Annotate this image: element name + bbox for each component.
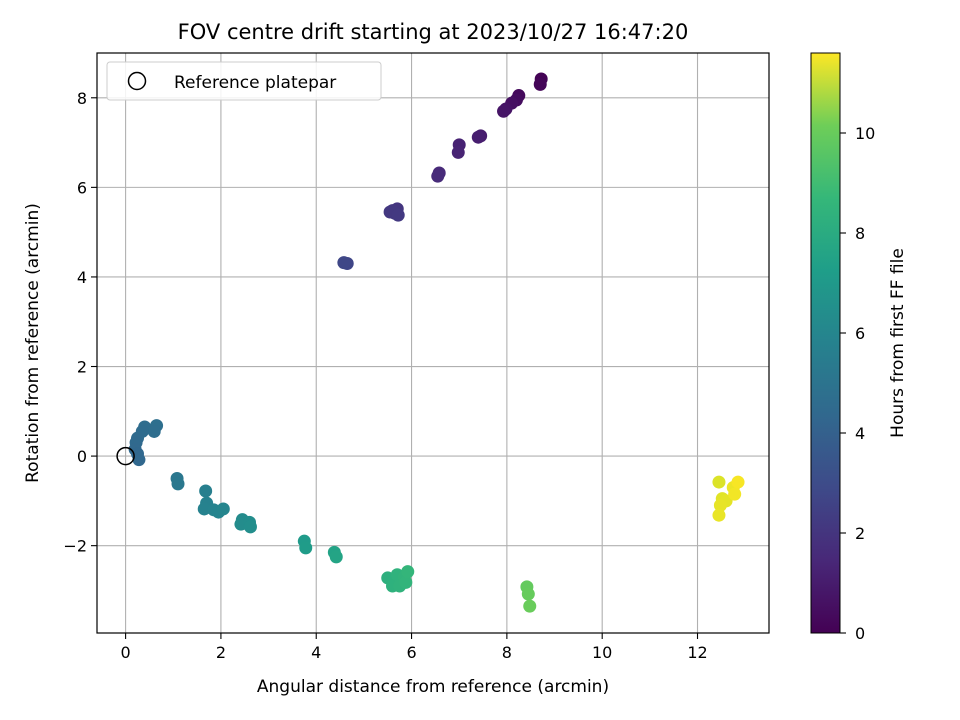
data-point bbox=[391, 208, 405, 222]
data-point bbox=[399, 575, 413, 589]
data-point bbox=[728, 487, 742, 501]
y-tick-label: 8 bbox=[77, 89, 87, 108]
y-tick-label: −2 bbox=[63, 537, 87, 556]
data-point bbox=[401, 565, 415, 579]
data-point bbox=[299, 541, 313, 555]
legend-box bbox=[106, 61, 382, 101]
colorbar-tick-label: 8 bbox=[855, 224, 865, 243]
data-point bbox=[431, 169, 445, 183]
data-point bbox=[329, 550, 343, 564]
data-point bbox=[497, 104, 511, 118]
colorbar: 0 2 4 6 8 10 Hours from first FF file bbox=[810, 52, 908, 643]
legend-marker-icon bbox=[127, 71, 147, 91]
data-point bbox=[712, 508, 726, 522]
x-tick-label: 6 bbox=[406, 643, 416, 662]
data-point bbox=[521, 587, 535, 601]
legend: Reference platepar bbox=[106, 61, 382, 101]
legend-label: Reference platepar bbox=[174, 73, 336, 93]
data-point bbox=[337, 256, 351, 270]
y-axis: −2 0 2 4 6 8 bbox=[63, 89, 97, 556]
data-point bbox=[713, 498, 727, 512]
colorbar-label: Hours from first FF file bbox=[888, 248, 908, 438]
x-tick-label: 0 bbox=[121, 643, 131, 662]
data-point bbox=[243, 520, 257, 534]
plot-frame bbox=[96, 52, 770, 634]
x-axis: 0 2 4 6 8 10 12 bbox=[121, 633, 708, 662]
data-points bbox=[128, 72, 745, 613]
colorbar-tick-label: 4 bbox=[855, 424, 865, 443]
data-point bbox=[731, 475, 745, 489]
data-point bbox=[451, 145, 465, 159]
data-point bbox=[147, 424, 161, 438]
x-axis-label: Angular distance from reference (arcmin) bbox=[257, 677, 609, 697]
x-tick-label: 10 bbox=[592, 643, 612, 662]
x-tick-label: 2 bbox=[216, 643, 226, 662]
colorbar-tick-label: 10 bbox=[855, 124, 875, 143]
colorbar-tick-label: 0 bbox=[855, 624, 865, 643]
data-point bbox=[132, 453, 146, 467]
data-point bbox=[171, 477, 185, 491]
data-point bbox=[712, 475, 726, 489]
y-tick-label: 2 bbox=[77, 358, 87, 377]
y-axis-label: Rotation from reference (arcmin) bbox=[23, 203, 43, 483]
colorbar-tick-label: 2 bbox=[855, 524, 865, 543]
data-point bbox=[199, 484, 213, 498]
data-point bbox=[533, 77, 547, 91]
data-point bbox=[471, 130, 485, 144]
data-point bbox=[216, 502, 230, 516]
colorbar-tick-label: 6 bbox=[855, 324, 865, 343]
chart-title: FOV centre drift starting at 2023/10/27 … bbox=[178, 20, 689, 44]
y-tick-label: 4 bbox=[77, 268, 87, 287]
y-tick-label: 0 bbox=[77, 447, 87, 466]
x-tick-label: 8 bbox=[502, 643, 512, 662]
grid-lines bbox=[97, 53, 769, 633]
colorbar-gradient bbox=[810, 52, 841, 634]
colorbar-ticks: 0 2 4 6 8 10 bbox=[840, 124, 875, 643]
x-tick-label: 12 bbox=[687, 643, 707, 662]
x-tick-label: 4 bbox=[311, 643, 321, 662]
y-tick-label: 6 bbox=[77, 178, 87, 197]
data-point bbox=[197, 502, 211, 516]
reference-platepar-marker bbox=[116, 446, 135, 466]
data-point bbox=[523, 599, 537, 613]
